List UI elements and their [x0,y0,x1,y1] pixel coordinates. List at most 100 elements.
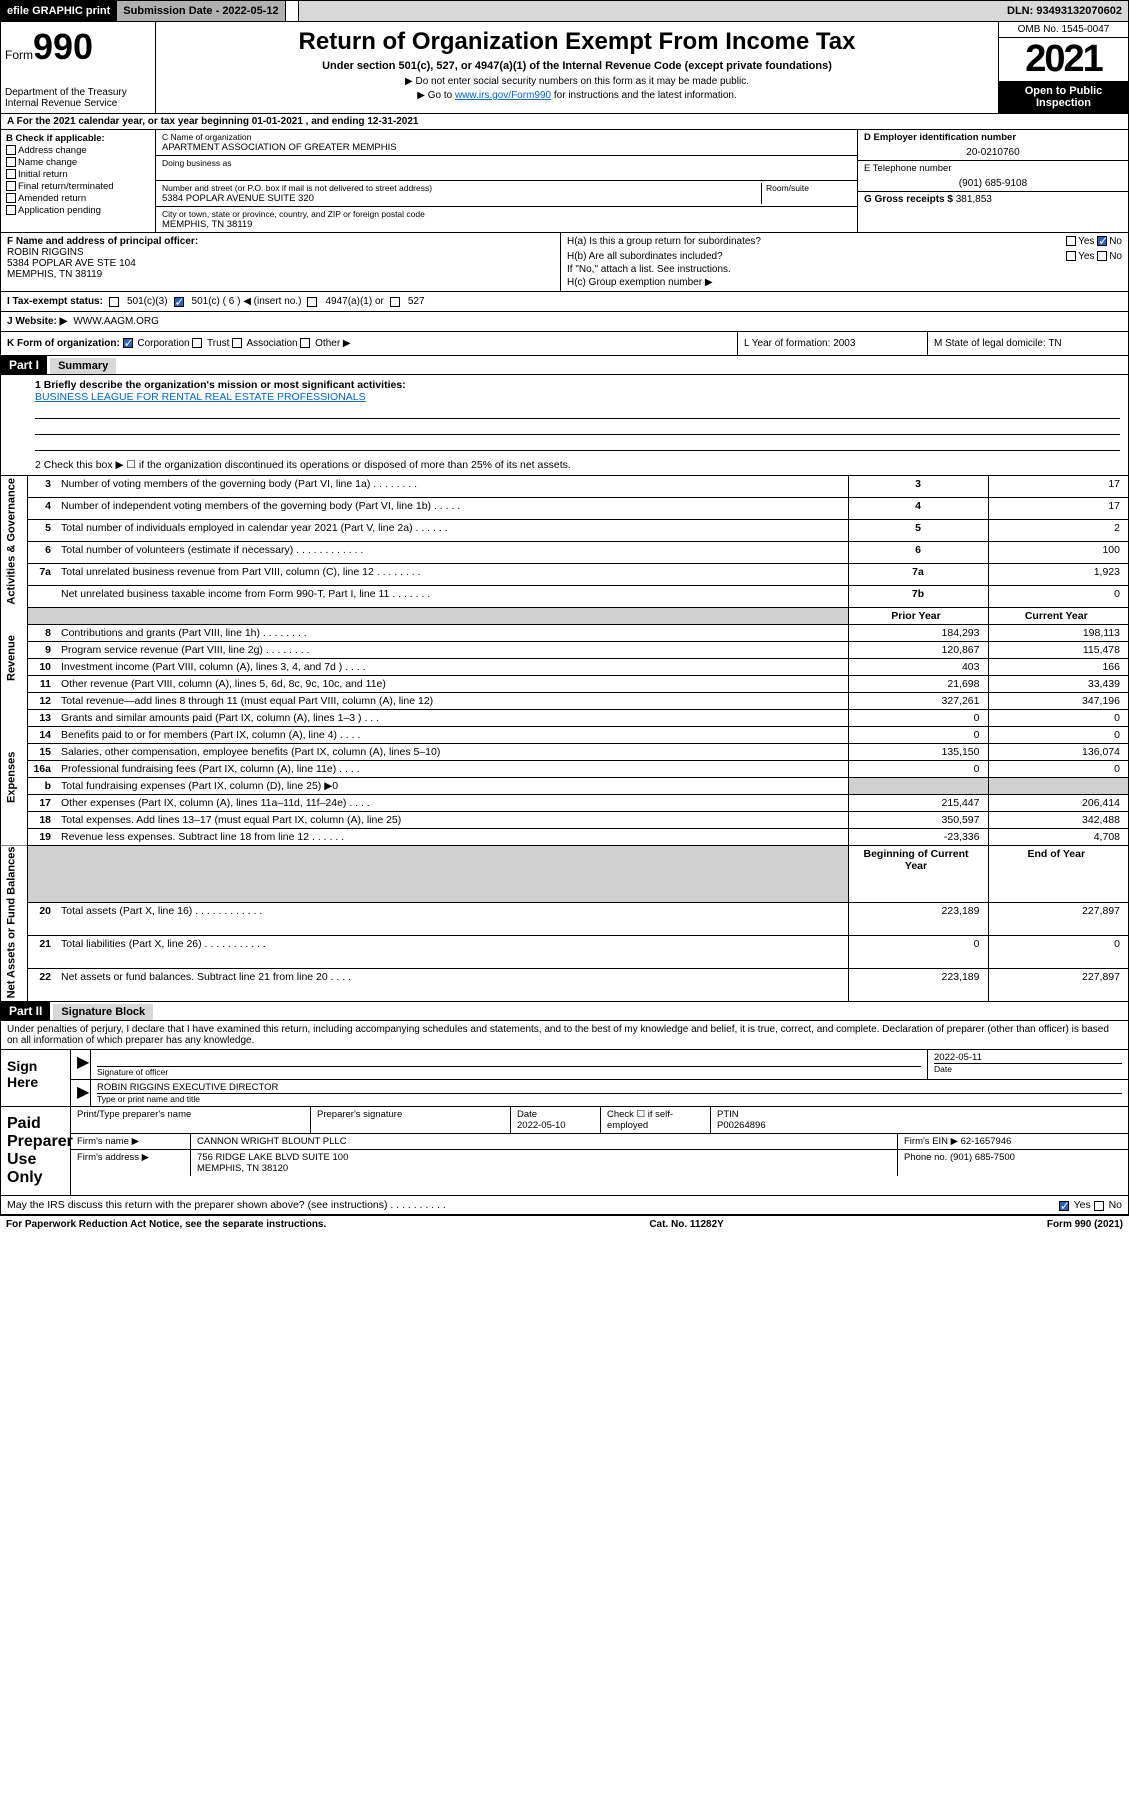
footer-left: For Paperwork Reduction Act Notice, see … [6,1219,326,1230]
chk-amended-return[interactable]: Amended return [6,193,150,204]
row-lbl: Professional fundraising fees (Part IX, … [57,760,848,777]
summary-table: Activities & Governance 3 Number of voti… [1,475,1128,1001]
m-state: M State of legal domicile: TN [928,332,1128,355]
f-name: ROBIN RIGGINS [7,247,554,258]
side-revenue: Revenue [1,607,27,709]
may-no-check[interactable] [1094,1201,1104,1211]
row-box: 5 [848,519,988,541]
may-yes-check[interactable] [1059,1201,1069,1211]
chk-application-pending[interactable]: Application pending [6,205,150,216]
row-lbl: Number of voting members of the governin… [57,476,848,498]
row-current: 342,488 [988,811,1128,828]
ha-lbl: H(a) Is this a group return for subordin… [567,236,761,247]
chk-initial-return[interactable]: Initial return [6,169,150,180]
spacer [286,1,299,21]
tel-row: E Telephone number (901) 685-9108 [858,161,1128,192]
may-yes: Yes [1074,1199,1091,1211]
row-num: 17 [27,794,57,811]
k-left: K Form of organization: Corporation Trus… [1,332,738,355]
may-q: May the IRS discuss this return with the… [7,1199,446,1211]
may-no: No [1109,1199,1122,1211]
row-lbl: Total liabilities (Part X, line 26) . . … [57,936,848,969]
h-c: H(c) Group exemption number ▶ [567,277,1122,288]
row-prior: 0 [848,760,988,777]
tax-year: 2021 [999,38,1128,81]
arrow-icon: ▶ [77,1054,89,1071]
row-lbl: Other expenses (Part IX, column (A), lin… [57,794,848,811]
org-name-row: C Name of organization APARTMENT ASSOCIA… [156,130,857,156]
part1-title: Summary [50,358,116,374]
org-name: APARTMENT ASSOCIATION OF GREATER MEMPHIS [162,142,851,153]
part1-header: Part I Summary [0,356,1129,375]
city-row: City or town, state or province, country… [156,207,857,232]
mission-block: 1 Briefly describe the organization's mi… [1,375,1128,475]
hb-note: If "No," attach a list. See instructions… [567,264,1122,275]
chk-lbl: Application pending [18,205,101,216]
chk-name-change[interactable]: Name change [6,157,150,168]
row-lbl: Program service revenue (Part VIII, line… [57,641,848,658]
sign-here-row: Sign Here ▶ Signature of officer 2022-05… [1,1049,1128,1106]
prep-h5: PTIN [717,1109,1122,1120]
fgh-row: F Name and address of principal officer:… [0,233,1129,292]
signature-block: Under penalties of perjury, I declare th… [0,1021,1129,1196]
row-box: 6 [848,541,988,563]
h-b: H(b) Are all subordinates included? Yes … [567,251,1122,262]
city-lbl: City or town, state or province, country… [162,209,851,219]
row-val: 1,923 [988,563,1128,585]
chk-final-return[interactable]: Final return/terminated [6,181,150,192]
row-num: 19 [27,828,57,845]
ein-row: D Employer identification number 20-0210… [858,130,1128,161]
row-num: 13 [27,709,57,726]
addr-row: Number and street (or P.O. box if mail i… [156,181,857,207]
row-num: 14 [27,726,57,743]
row-current: 198,113 [988,624,1128,641]
dba-row: Doing business as [156,156,857,181]
row-lbl: Salaries, other compensation, employee b… [57,743,848,760]
row-lbl: Other revenue (Part VIII, column (A), li… [57,675,848,692]
chk-lbl: Address change [18,145,87,156]
col-b-header: B Check if applicable: [6,133,150,144]
q1-val[interactable]: BUSINESS LEAGUE FOR RENTAL REAL ESTATE P… [35,391,366,403]
row-current: 0 [988,936,1128,969]
row-num: 5 [27,519,57,541]
prep-inner: Print/Type preparer's name Preparer's si… [71,1107,1128,1195]
hb-yes: Yes [1078,251,1094,262]
q2: 2 Check this box ▶ ☐ if the organization… [35,459,1120,471]
row-lbl: Total revenue—add lines 8 through 11 (mu… [57,692,848,709]
note2-post: for instructions and the latest informat… [551,90,737,101]
header-left: Form990 Department of the Treasury Inter… [1,22,156,113]
row-prior: 0 [848,936,988,969]
preparer-row: Paid Preparer Use Only Print/Type prepar… [1,1106,1128,1195]
f-lbl: F Name and address of principal officer: [7,236,554,247]
efile-label[interactable]: efile GRAPHIC print [1,1,117,21]
irs-link[interactable]: www.irs.gov/Form990 [455,90,551,101]
hb-no: No [1109,251,1122,262]
row-current: 4,708 [988,828,1128,845]
ein-lbl: D Employer identification number [864,132,1122,143]
ha-yes: Yes [1078,236,1094,247]
row-num: 16a [27,760,57,777]
dln-label: DLN: 93493132070602 [1001,1,1128,21]
may-discuss-row: May the IRS discuss this return with the… [0,1196,1129,1215]
row-num: 21 [27,936,57,969]
row-lbl: Total number of volunteers (estimate if … [57,541,848,563]
row-current: 136,074 [988,743,1128,760]
col-c: C Name of organization APARTMENT ASSOCIA… [156,130,858,232]
row-lbl: Net unrelated business taxable income fr… [57,585,848,607]
form-subtitle: Under section 501(c), 527, or 4947(a)(1)… [166,60,988,72]
sig-name: ROBIN RIGGINS EXECUTIVE DIRECTOR [97,1082,1122,1093]
form-title: Return of Organization Exempt From Incom… [166,28,988,56]
row-prior: 223,189 [848,902,988,935]
chk-address-change[interactable]: Address change [6,145,150,156]
perjury-text: Under penalties of perjury, I declare th… [1,1021,1128,1049]
row-box: 7b [848,585,988,607]
firm-lbl: Firm's name ▶ [71,1134,191,1149]
sig-date-lbl: Date [934,1063,1122,1074]
firm-phone-val: (901) 685-7500 [950,1152,1015,1163]
ha-no: No [1109,236,1122,247]
row-lbl: Total fundraising expenses (Part IX, col… [57,777,848,794]
row-i: I Tax-exempt status: 501(c)(3) 501(c) ( … [0,292,1129,312]
chk-lbl: Initial return [18,169,68,180]
side-expenses: Expenses [1,709,27,845]
row-prior [848,777,988,794]
